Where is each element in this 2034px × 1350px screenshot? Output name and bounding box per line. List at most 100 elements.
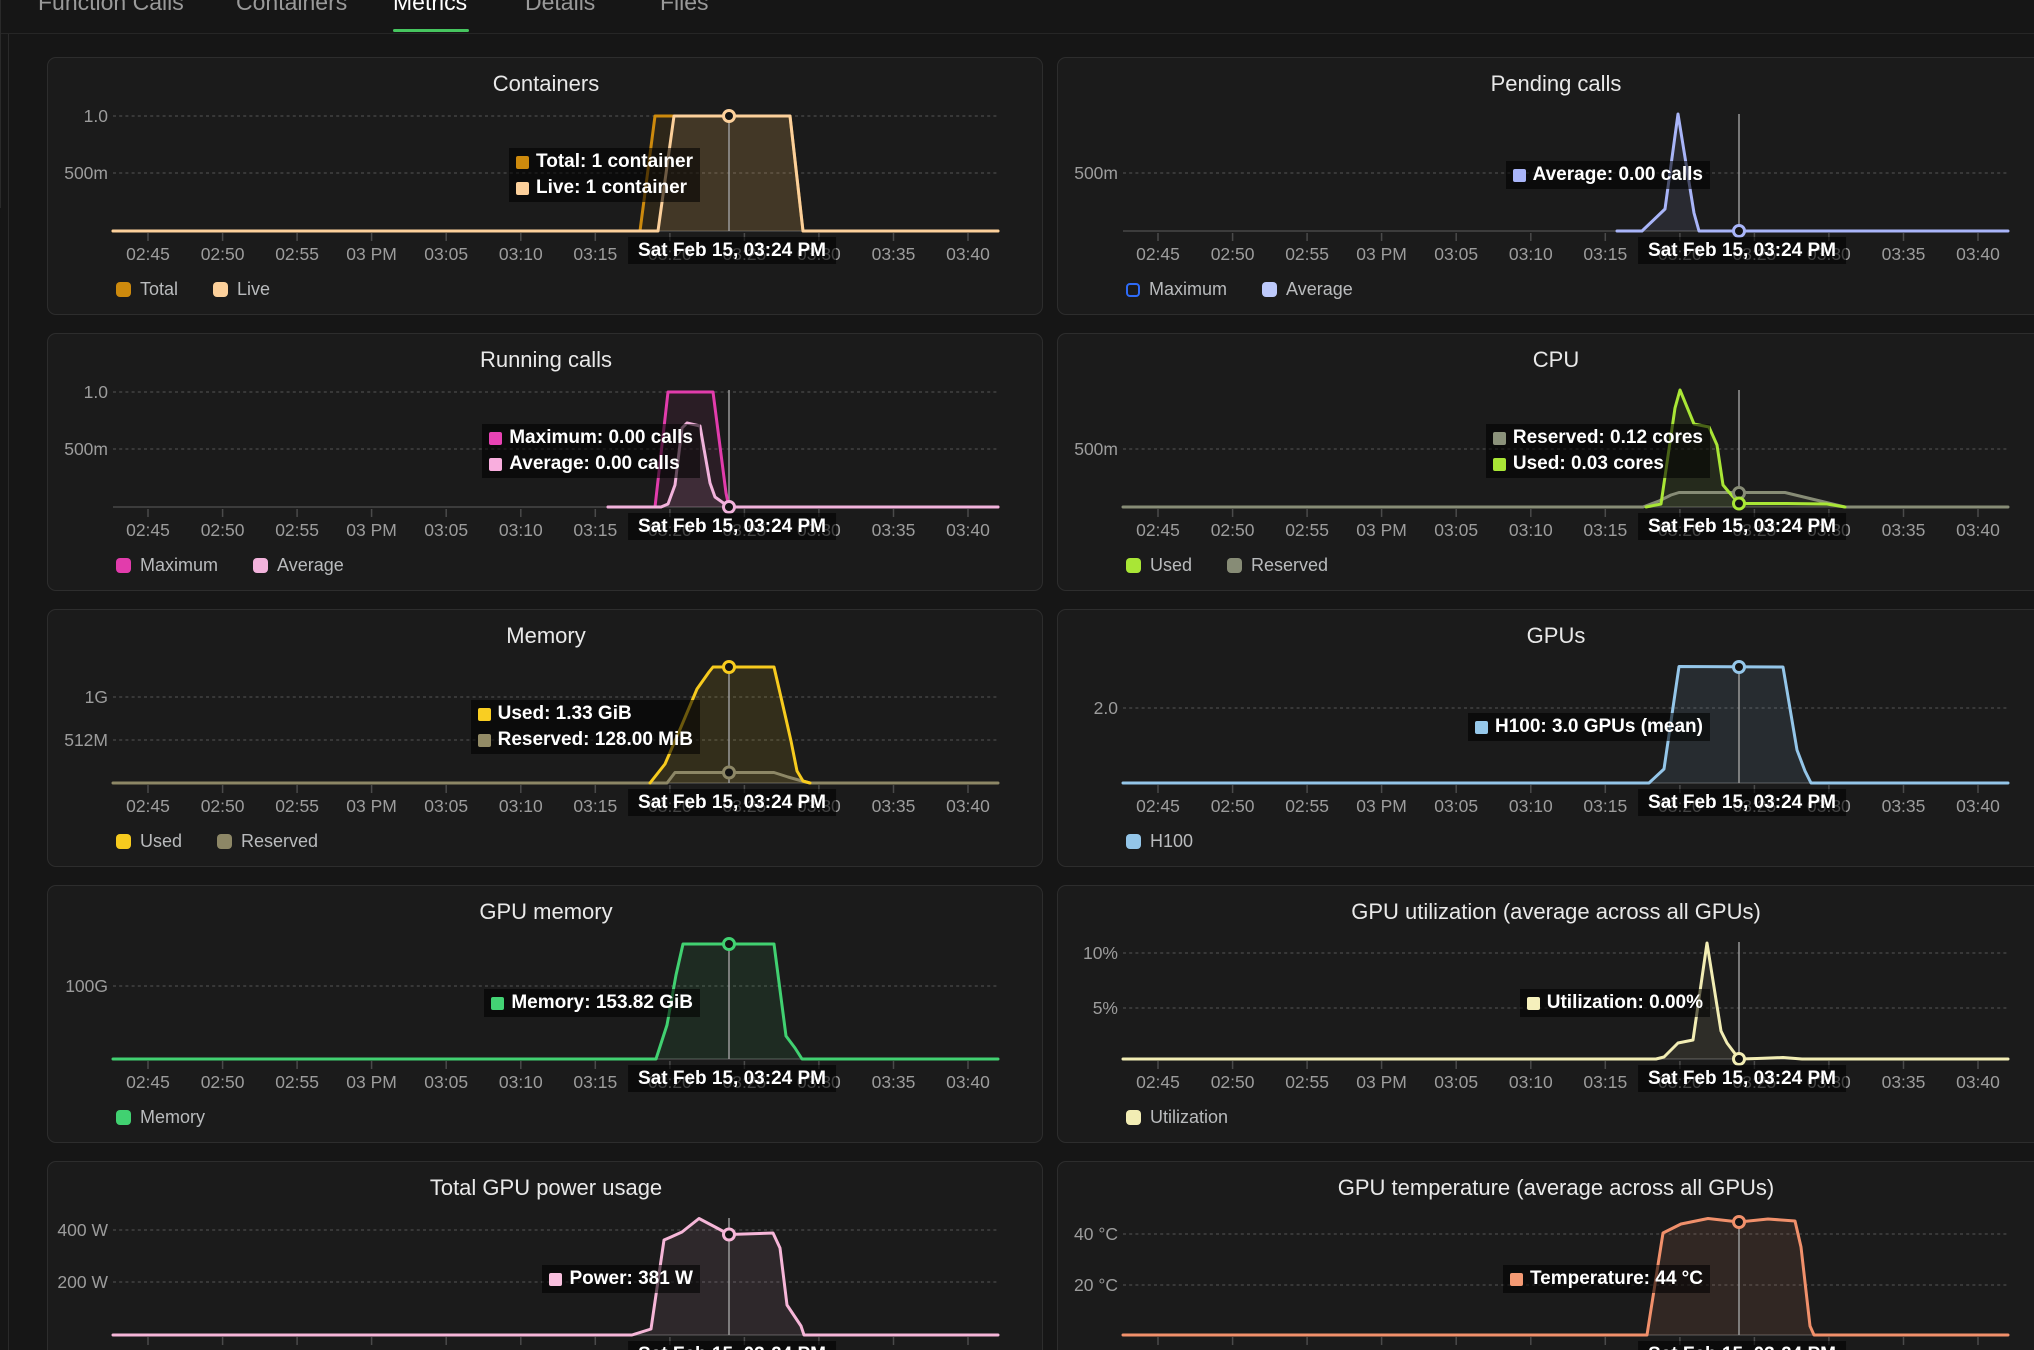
- svg-text:02:50: 02:50: [201, 520, 245, 540]
- svg-text:03:40: 03:40: [1956, 1072, 2000, 1092]
- svg-text:500m: 500m: [64, 163, 108, 183]
- svg-text:03:15: 03:15: [573, 796, 617, 816]
- svg-text:03 PM: 03 PM: [1356, 1072, 1407, 1092]
- svg-text:02:50: 02:50: [201, 796, 245, 816]
- svg-text:02:50: 02:50: [1211, 244, 1255, 264]
- svg-text:03:40: 03:40: [1956, 1348, 2000, 1350]
- svg-text:03:40: 03:40: [946, 244, 990, 264]
- svg-text:03:10: 03:10: [499, 1348, 543, 1350]
- svg-text:03:35: 03:35: [872, 1072, 916, 1092]
- svg-text:02:55: 02:55: [275, 244, 319, 264]
- svg-text:03:10: 03:10: [1509, 1348, 1553, 1350]
- svg-text:03:15: 03:15: [1583, 1348, 1627, 1350]
- svg-text:03:05: 03:05: [1434, 520, 1478, 540]
- svg-text:03:10: 03:10: [499, 244, 543, 264]
- svg-text:03:05: 03:05: [1434, 244, 1478, 264]
- svg-text:02:50: 02:50: [201, 1072, 245, 1092]
- svg-text:03 PM: 03 PM: [346, 520, 397, 540]
- svg-text:03:05: 03:05: [1434, 1348, 1478, 1350]
- svg-text:02:55: 02:55: [275, 1348, 319, 1350]
- svg-text:20 °C: 20 °C: [1074, 1275, 1118, 1295]
- svg-text:02:50: 02:50: [201, 244, 245, 264]
- svg-text:03 PM: 03 PM: [346, 1072, 397, 1092]
- svg-text:512M: 512M: [64, 730, 108, 750]
- svg-text:500m: 500m: [1074, 163, 1118, 183]
- svg-text:03:05: 03:05: [424, 1072, 468, 1092]
- svg-text:03:35: 03:35: [1882, 244, 1926, 264]
- svg-text:03:05: 03:05: [424, 520, 468, 540]
- svg-text:1.0: 1.0: [84, 382, 109, 402]
- svg-text:03:35: 03:35: [1882, 520, 1926, 540]
- svg-text:100G: 100G: [65, 976, 108, 996]
- svg-text:03 PM: 03 PM: [346, 796, 397, 816]
- svg-text:02:55: 02:55: [1285, 520, 1329, 540]
- svg-text:02:45: 02:45: [1136, 244, 1180, 264]
- svg-text:02:55: 02:55: [275, 1072, 319, 1092]
- svg-text:1G: 1G: [85, 687, 108, 707]
- svg-text:03:15: 03:15: [573, 1072, 617, 1092]
- svg-text:02:55: 02:55: [1285, 1072, 1329, 1092]
- svg-text:03:35: 03:35: [1882, 1072, 1926, 1092]
- svg-text:02:55: 02:55: [275, 520, 319, 540]
- svg-text:02:45: 02:45: [126, 796, 170, 816]
- svg-text:400 W: 400 W: [57, 1220, 108, 1240]
- svg-text:03:40: 03:40: [946, 1348, 990, 1350]
- svg-text:2.0: 2.0: [1094, 698, 1119, 718]
- svg-text:03:35: 03:35: [872, 244, 916, 264]
- svg-text:02:50: 02:50: [201, 1348, 245, 1350]
- svg-text:02:45: 02:45: [1136, 520, 1180, 540]
- svg-text:5%: 5%: [1093, 998, 1118, 1018]
- svg-text:03:05: 03:05: [424, 1348, 468, 1350]
- svg-text:500m: 500m: [1074, 439, 1118, 459]
- svg-text:03:35: 03:35: [872, 796, 916, 816]
- svg-text:03:05: 03:05: [1434, 796, 1478, 816]
- svg-text:03:35: 03:35: [872, 520, 916, 540]
- svg-text:03:10: 03:10: [1509, 796, 1553, 816]
- svg-text:02:45: 02:45: [126, 520, 170, 540]
- svg-text:03 PM: 03 PM: [1356, 244, 1407, 264]
- svg-text:03:35: 03:35: [1882, 1348, 1926, 1350]
- svg-text:03:10: 03:10: [499, 520, 543, 540]
- svg-text:03:40: 03:40: [946, 1072, 990, 1092]
- svg-text:02:50: 02:50: [1211, 1072, 1255, 1092]
- svg-text:03:35: 03:35: [872, 1348, 916, 1350]
- svg-text:02:45: 02:45: [1136, 1072, 1180, 1092]
- svg-text:03:10: 03:10: [1509, 1072, 1553, 1092]
- svg-text:40 °C: 40 °C: [1074, 1224, 1118, 1244]
- svg-text:10%: 10%: [1083, 943, 1118, 963]
- svg-text:02:55: 02:55: [1285, 244, 1329, 264]
- svg-text:02:55: 02:55: [1285, 796, 1329, 816]
- svg-text:03:10: 03:10: [499, 796, 543, 816]
- svg-text:03 PM: 03 PM: [346, 244, 397, 264]
- svg-text:03:15: 03:15: [1583, 1072, 1627, 1092]
- svg-text:03:40: 03:40: [946, 520, 990, 540]
- svg-text:02:50: 02:50: [1211, 520, 1255, 540]
- svg-text:03:35: 03:35: [1882, 796, 1926, 816]
- svg-text:02:45: 02:45: [1136, 1348, 1180, 1350]
- svg-text:03:05: 03:05: [1434, 1072, 1478, 1092]
- svg-text:02:50: 02:50: [1211, 796, 1255, 816]
- svg-text:03 PM: 03 PM: [1356, 1348, 1407, 1350]
- svg-text:02:45: 02:45: [126, 1072, 170, 1092]
- svg-text:500m: 500m: [64, 439, 108, 459]
- svg-text:03:15: 03:15: [1583, 796, 1627, 816]
- svg-text:03:15: 03:15: [1583, 244, 1627, 264]
- svg-text:03:15: 03:15: [573, 1348, 617, 1350]
- svg-text:03 PM: 03 PM: [346, 1348, 397, 1350]
- svg-text:03:05: 03:05: [424, 244, 468, 264]
- svg-text:02:55: 02:55: [1285, 1348, 1329, 1350]
- svg-text:03:40: 03:40: [1956, 244, 2000, 264]
- svg-text:03:40: 03:40: [946, 796, 990, 816]
- svg-text:02:45: 02:45: [126, 1348, 170, 1350]
- svg-text:03:10: 03:10: [499, 1072, 543, 1092]
- svg-text:03 PM: 03 PM: [1356, 520, 1407, 540]
- svg-text:03:10: 03:10: [1509, 520, 1553, 540]
- svg-text:200 W: 200 W: [57, 1272, 108, 1292]
- svg-text:03:40: 03:40: [1956, 520, 2000, 540]
- svg-text:02:45: 02:45: [1136, 796, 1180, 816]
- svg-text:03:15: 03:15: [1583, 520, 1627, 540]
- svg-text:03:05: 03:05: [424, 796, 468, 816]
- svg-text:03:40: 03:40: [1956, 796, 2000, 816]
- svg-text:03:15: 03:15: [573, 244, 617, 264]
- svg-text:02:45: 02:45: [126, 244, 170, 264]
